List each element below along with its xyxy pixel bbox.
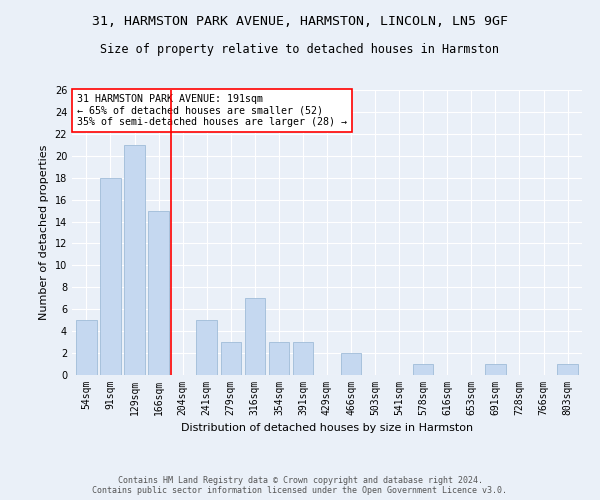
Bar xyxy=(341,353,361,375)
Text: Contains HM Land Registry data © Crown copyright and database right 2024.
Contai: Contains HM Land Registry data © Crown c… xyxy=(92,476,508,495)
Text: 31, HARMSTON PARK AVENUE, HARMSTON, LINCOLN, LN5 9GF: 31, HARMSTON PARK AVENUE, HARMSTON, LINC… xyxy=(92,15,508,28)
Text: Size of property relative to detached houses in Harmston: Size of property relative to detached ho… xyxy=(101,42,499,56)
Bar xyxy=(557,364,578,375)
Bar xyxy=(100,178,121,375)
X-axis label: Distribution of detached houses by size in Harmston: Distribution of detached houses by size … xyxy=(181,424,473,434)
Bar xyxy=(196,320,217,375)
Bar xyxy=(148,210,169,375)
Bar xyxy=(245,298,265,375)
Bar xyxy=(221,342,241,375)
Bar xyxy=(269,342,289,375)
Bar xyxy=(76,320,97,375)
Text: 31 HARMSTON PARK AVENUE: 191sqm
← 65% of detached houses are smaller (52)
35% of: 31 HARMSTON PARK AVENUE: 191sqm ← 65% of… xyxy=(77,94,347,128)
Bar xyxy=(124,145,145,375)
Bar xyxy=(413,364,433,375)
Bar xyxy=(293,342,313,375)
Y-axis label: Number of detached properties: Number of detached properties xyxy=(39,145,49,320)
Bar xyxy=(485,364,506,375)
